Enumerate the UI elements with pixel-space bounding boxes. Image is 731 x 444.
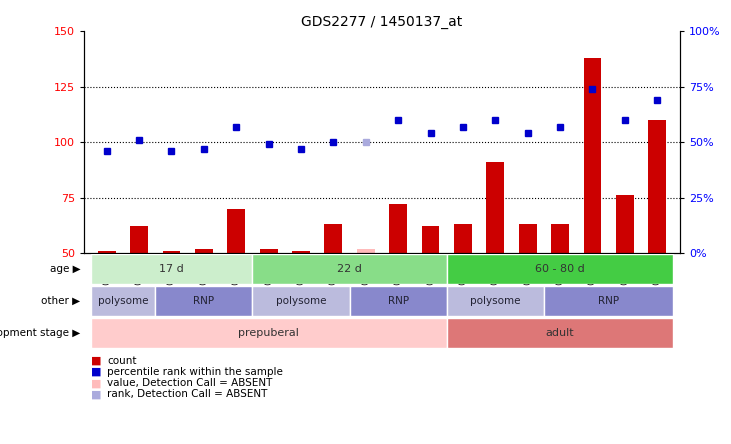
Text: RNP: RNP	[598, 296, 619, 306]
Text: RNP: RNP	[387, 296, 409, 306]
Title: GDS2277 / 1450137_at: GDS2277 / 1450137_at	[301, 15, 463, 29]
Bar	[91, 286, 155, 316]
Bar	[98, 251, 115, 253]
Bar	[583, 58, 602, 253]
Bar	[91, 254, 252, 284]
Text: 60 - 80 d: 60 - 80 d	[535, 264, 585, 274]
Text: other ▶: other ▶	[41, 296, 80, 306]
Text: age ▶: age ▶	[50, 264, 80, 274]
Text: adult: adult	[546, 328, 575, 338]
Text: polysome: polysome	[470, 296, 520, 306]
Bar	[648, 120, 666, 253]
Bar	[252, 286, 349, 316]
Text: ■: ■	[91, 367, 102, 377]
Bar	[91, 318, 447, 348]
Text: development stage ▶: development stage ▶	[0, 328, 80, 338]
Text: 22 d: 22 d	[337, 264, 362, 274]
Bar	[162, 251, 181, 253]
Bar	[544, 286, 673, 316]
Bar	[454, 224, 471, 253]
Bar	[292, 251, 310, 253]
Bar	[357, 249, 375, 253]
Text: 17 d: 17 d	[159, 264, 184, 274]
Bar	[447, 318, 673, 348]
Bar	[130, 226, 148, 253]
Bar	[155, 286, 252, 316]
Bar	[325, 224, 342, 253]
Bar	[616, 195, 634, 253]
Bar	[519, 224, 537, 253]
Text: ■: ■	[91, 356, 102, 366]
Text: count: count	[107, 356, 137, 366]
Text: rank, Detection Call = ABSENT: rank, Detection Call = ABSENT	[107, 389, 268, 399]
Bar	[551, 224, 569, 253]
Bar	[447, 254, 673, 284]
Bar	[260, 249, 278, 253]
Text: percentile rank within the sample: percentile rank within the sample	[107, 367, 284, 377]
Bar	[486, 162, 504, 253]
Bar	[422, 226, 439, 253]
Text: prepuberal: prepuberal	[238, 328, 299, 338]
Bar	[195, 249, 213, 253]
Text: polysome: polysome	[276, 296, 326, 306]
Text: ■: ■	[91, 378, 102, 388]
Bar	[252, 254, 447, 284]
Text: polysome: polysome	[98, 296, 148, 306]
Bar	[389, 204, 407, 253]
Bar	[227, 209, 245, 253]
Bar	[349, 286, 447, 316]
Text: RNP: RNP	[193, 296, 214, 306]
Bar	[447, 286, 544, 316]
Text: value, Detection Call = ABSENT: value, Detection Call = ABSENT	[107, 378, 273, 388]
Text: ■: ■	[91, 389, 102, 399]
